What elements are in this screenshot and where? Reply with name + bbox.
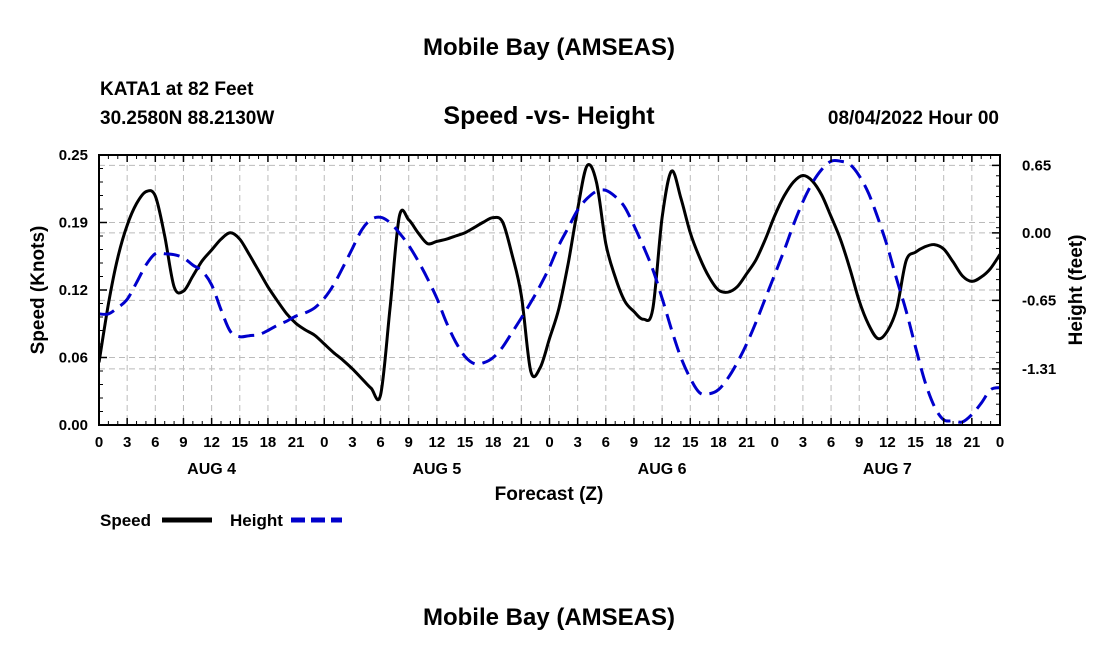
y-tick-label: 0.19 bbox=[59, 215, 88, 232]
x-tick-label: 12 bbox=[203, 434, 220, 451]
x-tick-label: 18 bbox=[260, 434, 277, 451]
y2-tick-label: -1.31 bbox=[1022, 361, 1056, 378]
x-axis-label: Forecast (Z) bbox=[495, 484, 604, 505]
series-line-speed bbox=[99, 163, 1000, 402]
y-tick-label: 0.12 bbox=[59, 282, 88, 299]
grid-lines bbox=[99, 155, 1000, 425]
x-tick-label: 15 bbox=[457, 434, 474, 451]
x-tick-label: 15 bbox=[907, 434, 924, 451]
y-tick-label: 0.25 bbox=[59, 147, 88, 164]
x-tick-label: 21 bbox=[738, 434, 755, 451]
x-tick-label: 18 bbox=[935, 434, 952, 451]
x-tick-label: 9 bbox=[179, 434, 187, 451]
day-label: AUG 6 bbox=[638, 461, 687, 478]
x-tick-label: 3 bbox=[123, 434, 131, 451]
x-tick-label: 21 bbox=[964, 434, 981, 451]
x-tick-label: 3 bbox=[348, 434, 356, 451]
x-tick-label: 6 bbox=[376, 434, 384, 451]
y2-tick-label: 0.00 bbox=[1022, 225, 1051, 242]
x-tick-label: 21 bbox=[288, 434, 305, 451]
x-tick-label: 9 bbox=[630, 434, 638, 451]
y2-tick-label: 0.65 bbox=[1022, 157, 1051, 174]
x-tick-label: 0 bbox=[95, 434, 103, 451]
series-line-height bbox=[99, 158, 1000, 424]
x-tick-label: 9 bbox=[405, 434, 413, 451]
x-tick-label: 3 bbox=[573, 434, 581, 451]
day-label: AUG 7 bbox=[863, 461, 912, 478]
x-tick-label: 9 bbox=[855, 434, 863, 451]
x-tick-label: 6 bbox=[827, 434, 835, 451]
run-time-label: 08/04/2022 Hour 00 bbox=[828, 108, 999, 129]
x-tick-label: 3 bbox=[799, 434, 807, 451]
axis-ticks: 0 3 6 9 12 15 18 21 0 3 6 9 12 15 18 21 0 3 6 9 12 15 18 21 0 3 6 9… bbox=[59, 147, 1056, 478]
y-axis-label: Speed (Knots) bbox=[28, 226, 49, 355]
main-title: Mobile Bay (AMSEAS) bbox=[423, 34, 675, 61]
x-tick-label: 18 bbox=[710, 434, 727, 451]
station-label: KATA1 at 82 Feet bbox=[100, 79, 254, 100]
x-tick-label: 6 bbox=[602, 434, 610, 451]
x-tick-label: 18 bbox=[485, 434, 502, 451]
x-tick-label: 0 bbox=[771, 434, 779, 451]
x-tick-label: 0 bbox=[545, 434, 553, 451]
chart-title: Speed -vs- Height bbox=[443, 102, 655, 130]
day-label: AUG 4 bbox=[187, 461, 236, 478]
x-tick-label: 12 bbox=[429, 434, 446, 451]
x-tick-label: 6 bbox=[151, 434, 159, 451]
x-tick-label: 12 bbox=[654, 434, 671, 451]
y2-tick-label: -0.65 bbox=[1022, 292, 1056, 309]
x-tick-label: 12 bbox=[879, 434, 896, 451]
legend: Speed Height bbox=[100, 511, 342, 530]
day-label: AUG 5 bbox=[412, 461, 461, 478]
x-tick-label: 15 bbox=[231, 434, 248, 451]
coords-label: 30.2580N 88.2130W bbox=[100, 108, 274, 129]
x-tick-label: 0 bbox=[320, 434, 328, 451]
x-tick-label: 21 bbox=[513, 434, 530, 451]
x-tick-label: 0 bbox=[996, 434, 1004, 451]
y2-axis-label: Height (feet) bbox=[1066, 235, 1087, 346]
series-lines bbox=[99, 158, 1000, 424]
legend-height-label: Height bbox=[230, 511, 283, 530]
repeat-title: Mobile Bay (AMSEAS) bbox=[423, 604, 675, 631]
y-tick-label: 0.00 bbox=[59, 417, 88, 434]
legend-speed-label: Speed bbox=[100, 511, 151, 530]
y-tick-label: 0.06 bbox=[59, 350, 88, 367]
x-tick-label: 15 bbox=[682, 434, 699, 451]
